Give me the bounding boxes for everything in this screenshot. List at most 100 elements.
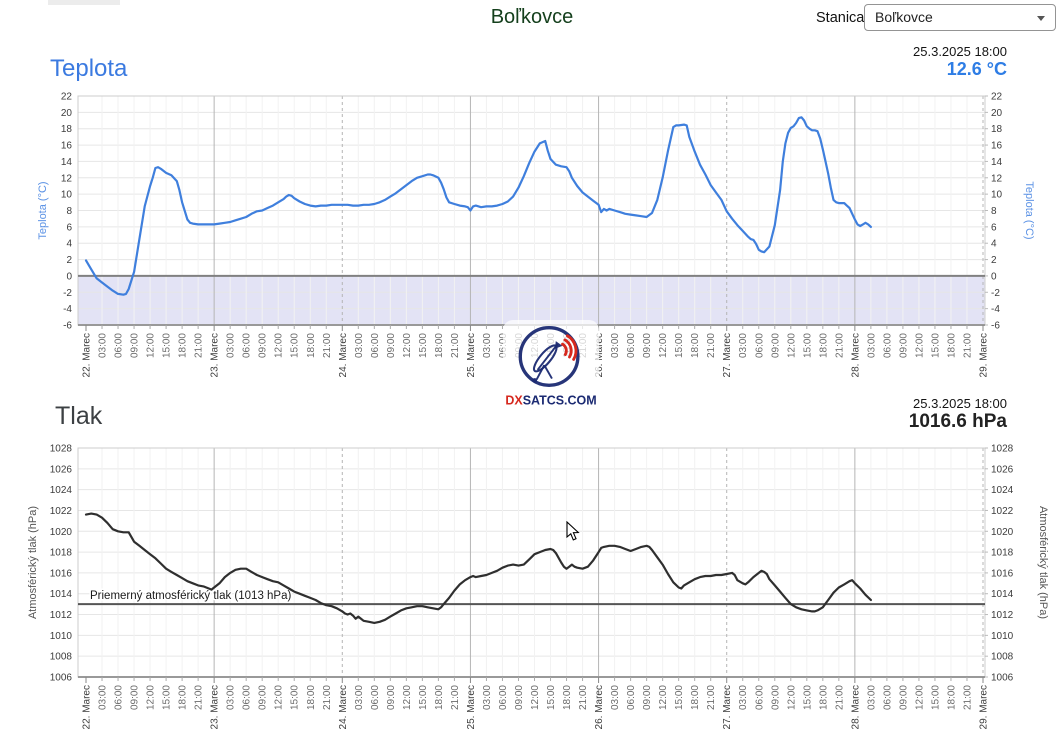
x-time-label: 09:00 [642, 685, 653, 710]
x-day-label: 23. Marec [210, 685, 221, 729]
x-time-label: 18:00 [818, 685, 829, 710]
y-tick-label-right: 2 [991, 255, 997, 266]
x-day-label: 26. Marec [594, 333, 605, 377]
x-time-label: 12:00 [914, 685, 925, 710]
x-time-label: 06:00 [754, 685, 765, 710]
x-time-label: 21:00 [578, 685, 589, 710]
x-time-label: 12:00 [274, 333, 285, 358]
x-time-label: 15:00 [418, 685, 429, 710]
x-time-label: 18:00 [306, 333, 317, 358]
pressure-heading: Tlak [55, 402, 103, 430]
x-time-label: 18:00 [434, 685, 445, 710]
x-time-label: 15:00 [930, 333, 941, 358]
below-zero-shading [78, 275, 985, 325]
y-tick-label-right: 1010 [991, 631, 1014, 642]
x-time-label: 21:00 [322, 685, 333, 710]
page-title: Boľkovce [490, 6, 574, 28]
station-select-value: Boľkovce [875, 9, 933, 25]
y-tick-label-right: 1024 [991, 485, 1014, 496]
x-time-label: 06:00 [882, 333, 893, 358]
y-tick-label-left: -4 [63, 304, 72, 315]
x-time-label: 21:00 [450, 333, 461, 358]
x-time-label: 21:00 [706, 685, 717, 710]
x-day-label: 26. Marec [594, 685, 605, 729]
x-time-label: 03:00 [482, 333, 493, 358]
x-time-label: 03:00 [738, 333, 749, 358]
y-tick-label-left: 16 [61, 141, 73, 152]
x-day-label: 29. Marec [979, 685, 990, 729]
x-time-label: 21:00 [322, 333, 333, 358]
x-time-label: 03:00 [354, 685, 365, 710]
y-tick-label-left: 1014 [50, 589, 73, 600]
x-time-label: 12:00 [786, 685, 797, 710]
y-tick-label-right: 6 [991, 222, 997, 233]
y-tick-label-left: 0 [66, 271, 72, 282]
y-tick-label-left: 8 [66, 206, 72, 217]
y-tick-label-left: 1006 [50, 673, 73, 684]
x-time-label: 18:00 [434, 333, 445, 358]
x-time-label: 18:00 [946, 685, 957, 710]
station-select[interactable]: Boľkovce [864, 4, 1056, 31]
x-time-label: 06:00 [498, 685, 509, 710]
x-time-label: 06:00 [754, 333, 765, 358]
y-tick-label-right: 1012 [991, 610, 1014, 621]
x-time-label: 18:00 [562, 685, 573, 710]
x-time-label: 06:00 [370, 333, 381, 358]
x-day-label: 28. Marec [850, 685, 861, 729]
x-time-label: 09:00 [770, 333, 781, 358]
x-time-label: 09:00 [258, 685, 269, 710]
x-time-label: 15:00 [546, 685, 557, 710]
x-time-label: 03:00 [610, 333, 621, 358]
dxsatcs-watermark: DXSATCS.COM [503, 320, 599, 416]
y-tick-label-left: 1008 [50, 652, 73, 663]
x-time-label: 15:00 [290, 333, 301, 358]
y-axis-label-left: Teplota (°C) [37, 181, 49, 239]
pressure-chart[interactable]: Priemerný atmosférický tlak (1013 hPa) 10… [0, 440, 1064, 740]
y-tick-label-left: 1012 [50, 610, 73, 621]
x-time-label: 03:00 [610, 685, 621, 710]
x-time-label: 21:00 [194, 333, 205, 358]
x-time-label: 21:00 [834, 685, 845, 710]
y-tick-label-right: 1026 [991, 464, 1014, 475]
y-tick-label-left: 2 [66, 255, 72, 266]
x-time-label: 21:00 [194, 685, 205, 710]
x-day-label: 28. Marec [850, 333, 861, 377]
y-tick-label-right: 8 [991, 206, 997, 217]
x-day-label: 25. Marec [466, 333, 477, 377]
station-select-label: Stanica: [816, 10, 869, 26]
y-tick-label-right: 16 [991, 141, 1003, 152]
y-tick-label-left: 4 [66, 239, 72, 250]
y-tick-label-left: 18 [61, 124, 73, 135]
x-time-label: 21:00 [450, 685, 461, 710]
x-time-label: 12:00 [402, 333, 413, 358]
y-tick-label-right: 10 [991, 190, 1003, 201]
browser-artifact [48, 0, 120, 5]
x-day-label: 25. Marec [466, 685, 477, 729]
x-time-label: 18:00 [306, 685, 317, 710]
x-time-label: 06:00 [626, 333, 637, 358]
y-tick-label-right: 22 [991, 92, 1003, 103]
x-time-label: 09:00 [770, 685, 781, 710]
x-time-label: 15:00 [162, 333, 173, 358]
x-time-label: 15:00 [418, 333, 429, 358]
x-time-label: 21:00 [962, 685, 973, 710]
x-time-label: 06:00 [242, 333, 253, 358]
y-tick-label-left: 1022 [50, 506, 73, 517]
y-tick-label-left: 22 [61, 92, 73, 103]
y-tick-label-right: 1020 [991, 527, 1014, 538]
x-time-label: 15:00 [674, 333, 685, 358]
mouse-cursor [566, 521, 580, 541]
avg-pressure-annotation: Priemerný atmosférický tlak (1013 hPa) [90, 590, 291, 602]
x-time-label: 09:00 [642, 333, 653, 358]
x-time-label: 03:00 [354, 333, 365, 358]
x-time-label: 03:00 [482, 685, 493, 710]
y-tick-label-left: 14 [61, 157, 73, 168]
x-time-label: 12:00 [146, 685, 157, 710]
x-time-label: 06:00 [242, 685, 253, 710]
x-time-label: 03:00 [98, 685, 109, 710]
x-time-label: 09:00 [898, 685, 909, 710]
x-day-label: 29. Marec [979, 333, 990, 377]
temperature-current-value: 12.6 °C [946, 59, 1007, 79]
x-time-label: 06:00 [114, 685, 125, 710]
